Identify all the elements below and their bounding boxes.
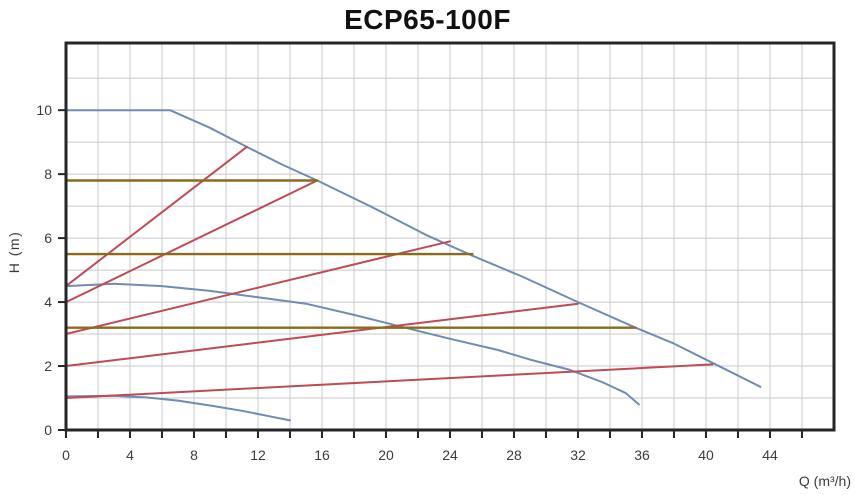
y-axis-label: H (m): [6, 231, 22, 274]
x-tick-label-44: 44: [762, 447, 778, 463]
x-tick-label-36: 36: [634, 447, 650, 463]
rising-line-5-curve: [65, 363, 714, 399]
curves: [64, 109, 762, 422]
rising-line-4-curve: [65, 302, 579, 367]
rising-line-1-curve: [65, 145, 248, 288]
x-tick-label-40: 40: [698, 447, 714, 463]
rising-line-3-curve: [65, 240, 451, 335]
x-tick-label-28: 28: [506, 447, 522, 463]
x-tick-label-8: 8: [190, 447, 198, 463]
hq-curve-speed-3-curve: [65, 109, 762, 388]
x-tick-label-4: 4: [126, 447, 134, 463]
grid-lines: [66, 43, 834, 430]
y-tick-labels: 0 2 4 6 8 10: [36, 102, 52, 438]
x-tick-label-0: 0: [62, 447, 70, 463]
hq-curve-speed-1-curve: [65, 394, 291, 422]
chart-title: ECP65-100F: [344, 4, 511, 35]
y-tick-label-4: 4: [44, 294, 52, 310]
x-tick-labels: 0 4 8 12 16 20 24 28 32 36 40 44: [62, 447, 778, 463]
x-tick-label-24: 24: [442, 447, 458, 463]
x-tick-label-32: 32: [570, 447, 586, 463]
y-tick-label-8: 8: [44, 166, 52, 182]
y-tick-label-6: 6: [44, 230, 52, 246]
y-tick-label-10: 10: [36, 102, 52, 118]
rising-line-2-curve: [65, 179, 319, 304]
y-tick-label-0: 0: [44, 422, 52, 438]
axis-ticks: [58, 109, 803, 438]
y-tick-label-2: 2: [44, 358, 52, 374]
x-tick-label-12: 12: [250, 447, 266, 463]
x-tick-label-20: 20: [378, 447, 394, 463]
x-tick-label-16: 16: [314, 447, 330, 463]
x-axis-label: Q (m³/h): [799, 473, 851, 489]
